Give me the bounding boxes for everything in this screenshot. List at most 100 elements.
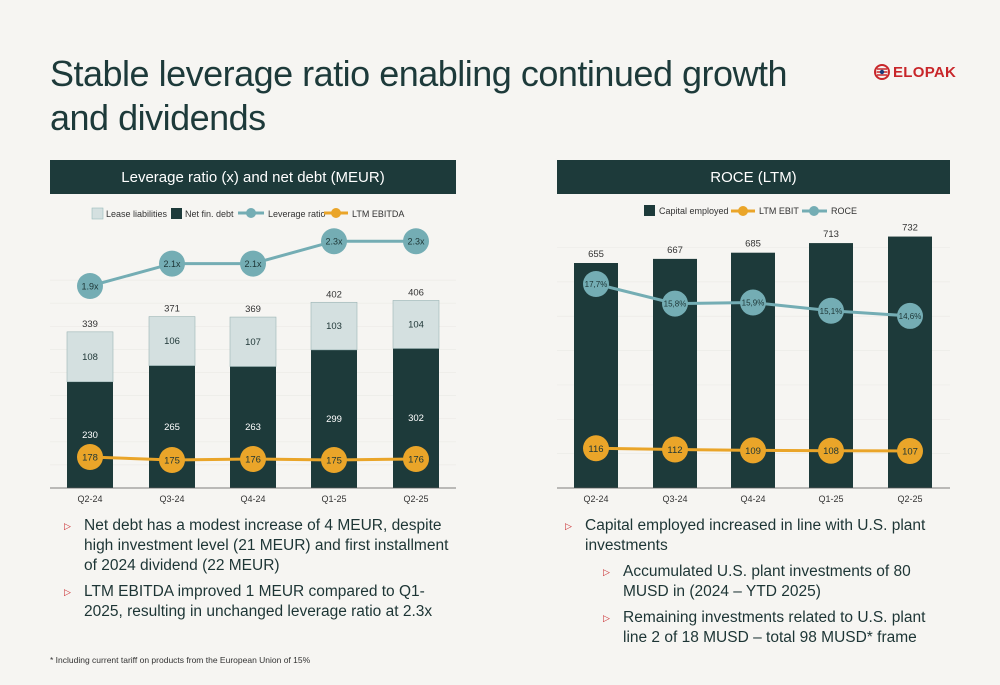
data-label-ebitda: 176 <box>408 455 424 466</box>
x-tick-label: Q4-24 <box>240 494 265 504</box>
data-label-ebitda: 178 <box>82 453 98 464</box>
data-label-ebitda: 176 <box>245 455 261 466</box>
data-label-ebit: 116 <box>588 444 603 455</box>
marker-leverage-ratio <box>159 250 185 277</box>
data-label-capital: 732 <box>902 223 918 234</box>
x-tick-label: Q4-24 <box>740 494 765 504</box>
data-label-leverage: 2.1x <box>244 259 262 269</box>
legend-swatch-lease <box>91 207 104 220</box>
legend-marker-leverage <box>246 208 256 218</box>
legend-marker-roce <box>809 206 819 216</box>
legend-swatch-netdebt <box>171 208 182 219</box>
roce-chart: Capital employed LTM EBIT ROCE 655 Q2-24 667 Q… <box>557 205 950 504</box>
sub-bullet-text: Remaining investments related to U.S. pl… <box>623 609 926 646</box>
marker-ltm-ebit <box>818 437 844 464</box>
data-label-total: 371 <box>164 304 180 315</box>
marker-roce <box>818 297 844 324</box>
bullet-text: Net debt has a modest increase of 4 MEUR… <box>84 517 449 574</box>
x-tick-label: Q2-24 <box>77 494 102 504</box>
footnote: * Including current tariff on products f… <box>50 655 311 665</box>
data-label-lease: 106 <box>164 336 180 347</box>
data-label-capital: 713 <box>823 229 839 240</box>
data-label-leverage: 2.1x <box>163 259 181 269</box>
legend-label-ebit: LTM EBIT <box>759 206 799 216</box>
x-tick-label: Q2-24 <box>583 494 608 504</box>
data-label-netdebt: 302 <box>408 413 424 424</box>
bar-lease-liabilities <box>148 316 196 366</box>
bar-lease-liabilities <box>66 331 114 383</box>
triangle-bullet-icon: ▷ <box>603 567 610 577</box>
bar-lease-liabilities <box>229 316 277 367</box>
marker-roce <box>583 271 609 297</box>
marker-ltm-ebitda <box>240 446 266 472</box>
elopak-logo-icon <box>874 64 890 80</box>
leverage-commentary: ▷ Net debt has a modest increase of 4 MEU… <box>64 516 449 628</box>
leverage-net-debt-chart: Lease liabilities Net fin. debt Leverage r… <box>50 207 456 504</box>
marker-roce <box>662 290 688 317</box>
legend-swatch-capital <box>644 205 655 216</box>
legend-label-netdebt: Net fin. debt <box>185 209 234 219</box>
triangle-bullet-icon: ▷ <box>603 613 610 623</box>
legend-label-leverage: Leverage ratio <box>268 209 326 219</box>
chart-legend: Lease liabilities Net fin. debt Leverage r… <box>91 207 404 220</box>
data-label-lease: 107 <box>245 337 261 348</box>
legend-label-capital: Capital employed <box>659 206 729 216</box>
x-tick-label: Q2-25 <box>403 494 428 504</box>
roce-commentary: ▷ Capital employed increased in line with… <box>565 516 950 654</box>
bar-lease-liabilities <box>392 300 440 349</box>
bar-net-fin-debt <box>67 381 113 488</box>
marker-leverage-ratio <box>321 228 347 255</box>
legend-label-ebitda: LTM EBITDA <box>352 209 404 219</box>
marker-leverage-ratio <box>240 250 266 277</box>
x-tick-label: Q3-24 <box>662 494 687 504</box>
marker-leverage-ratio <box>403 228 429 255</box>
data-label-capital: 667 <box>667 245 683 256</box>
sub-bullet-text: Accumulated U.S. plant investments of 80… <box>623 563 911 600</box>
x-tick-label: Q2-25 <box>897 494 922 504</box>
data-label-roce: 15,8% <box>664 300 687 309</box>
marker-ltm-ebitda <box>403 446 429 472</box>
data-label-roce: 14,6% <box>899 312 922 321</box>
marker-ltm-ebitda <box>77 444 103 470</box>
data-label-ebit: 108 <box>823 446 839 457</box>
legend-label-lease: Lease liabilities <box>106 209 168 219</box>
data-label-leverage: 2.3x <box>325 237 343 247</box>
marker-ltm-ebit <box>583 435 609 462</box>
marker-ltm-ebitda <box>321 447 347 473</box>
x-tick-label: Q1-25 <box>818 494 843 504</box>
marker-ltm-ebit <box>740 437 766 464</box>
data-label-leverage: 2.3x <box>407 237 425 247</box>
data-label-netdebt: 230 <box>82 430 98 441</box>
data-label-total: 369 <box>245 304 261 315</box>
bullet-item: ▷ LTM EBITDA improved 1 MEUR compared to … <box>64 582 449 622</box>
data-label-roce: 15,9% <box>742 299 765 308</box>
marker-leverage-ratio <box>77 273 103 299</box>
data-label-lease: 108 <box>82 352 98 363</box>
marker-ltm-ebitda <box>159 447 185 473</box>
legend-marker-ebit <box>738 206 748 216</box>
data-label-ebitda: 175 <box>326 456 342 467</box>
data-label-roce: 15,1% <box>820 307 843 316</box>
triangle-bullet-icon: ▷ <box>565 521 572 531</box>
x-tick-label: Q1-25 <box>321 494 346 504</box>
data-label-roce: 17,7% <box>585 280 608 289</box>
data-label-netdebt: 263 <box>245 422 261 433</box>
x-tick-label: Q3-24 <box>159 494 184 504</box>
leverage-chart-header: Leverage ratio (x) and net debt (MEUR) <box>50 160 456 194</box>
roce-chart-header: ROCE (LTM) <box>557 160 950 194</box>
triangle-bullet-icon: ▷ <box>64 587 71 597</box>
bullet-text: LTM EBITDA improved 1 MEUR compared to Q… <box>84 583 433 620</box>
page-title: Stable leverage ratio enabling continued… <box>50 53 788 138</box>
data-label-total: 406 <box>408 287 424 298</box>
legend-label-roce: ROCE <box>831 206 857 216</box>
data-label-capital: 685 <box>745 239 761 250</box>
data-label-netdebt: 265 <box>164 422 180 433</box>
elopak-logo: ELOPAK <box>874 60 956 84</box>
legend-marker-ebitda <box>331 208 341 218</box>
chart-legend: Capital employed LTM EBIT ROCE <box>644 205 857 216</box>
data-label-total: 339 <box>82 319 98 330</box>
data-label-netdebt: 299 <box>326 414 342 425</box>
data-label-leverage: 1.9x <box>81 282 99 292</box>
bullet-item: ▷ Capital employed increased in line with… <box>565 516 950 648</box>
data-label-total: 402 <box>326 289 342 300</box>
